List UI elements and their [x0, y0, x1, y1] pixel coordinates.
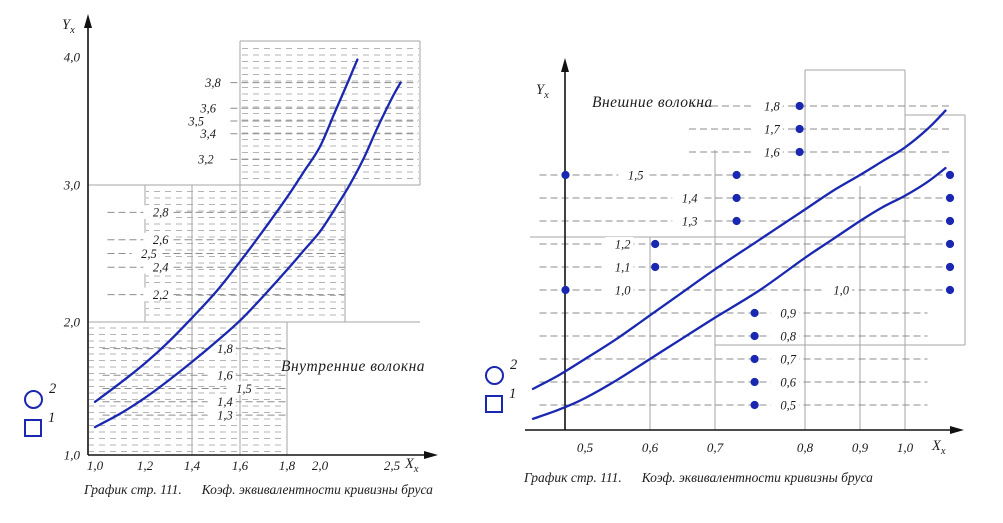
svg-text:3,2: 3,2	[197, 153, 214, 167]
chart-caption: График стр. 111. Коэф. эквивалентности кр…	[524, 470, 873, 486]
legend-item-curve-2: 2	[485, 357, 517, 388]
legend-label: 2	[49, 381, 57, 397]
svg-text:2,6: 2,6	[153, 233, 169, 247]
curves	[93, 58, 402, 429]
svg-text:0,8: 0,8	[780, 329, 796, 343]
svg-text:1,5: 1,5	[628, 168, 644, 182]
svg-text:2,2: 2,2	[153, 288, 169, 302]
tick-labels: 0,5 0,6 0,7 0,8 0,9 1,0	[577, 440, 914, 455]
curve-1	[531, 166, 947, 420]
point-markers	[561, 101, 955, 410]
chart-title: Внешние волокна	[592, 94, 713, 111]
svg-text:0,5: 0,5	[780, 398, 796, 412]
circle-marker-icon	[24, 390, 43, 409]
svg-text:1,3: 1,3	[682, 214, 698, 228]
svg-text:2,0: 2,0	[64, 314, 81, 329]
axes	[84, 14, 438, 459]
x-axis-label: Xx	[932, 438, 946, 457]
svg-text:3,5: 3,5	[187, 114, 204, 128]
axes	[525, 58, 964, 434]
legend-item-curve-1: 1	[24, 410, 56, 441]
svg-text:2,5: 2,5	[384, 458, 401, 473]
curve-2	[93, 58, 359, 403]
legend-label: 1	[48, 410, 56, 426]
svg-text:1,4: 1,4	[184, 458, 201, 473]
svg-text:1,1: 1,1	[615, 260, 631, 274]
level-labels: 3,8 3,63,53,4 3,2 2,8 2,62,52,4 2,2 1,8 1,61,51…	[131, 75, 255, 422]
chart-internal-fibers: 3,8 3,6 3,5 3,4 3,2 2,8 2,6 2,5 2,4 2,2 1,8 1,6 1,5 1…	[0, 0, 480, 523]
dashed-level-lines	[539, 105, 950, 406]
svg-text:0,5: 0,5	[577, 440, 594, 455]
svg-text:1,7: 1,7	[764, 122, 780, 136]
curves	[531, 109, 947, 420]
svg-text:0,6: 0,6	[642, 440, 659, 455]
svg-text:0,6: 0,6	[780, 375, 796, 389]
svg-text:2,0: 2,0	[312, 458, 329, 473]
svg-text:2,5: 2,5	[141, 247, 157, 261]
svg-text:1,2: 1,2	[615, 237, 631, 251]
svg-text:1,8: 1,8	[279, 458, 296, 473]
svg-text:2,4: 2,4	[153, 261, 169, 275]
svg-text:2,8: 2,8	[153, 206, 169, 220]
caption-reference: График стр. 111.	[84, 482, 182, 497]
svg-text:1,0: 1,0	[615, 283, 631, 297]
external-fibers-plot-canvas: 1,81,71,61,51,41,31,21,11,0 1,00,90,80,70…	[525, 58, 966, 455]
y-axis-label: Yx	[62, 17, 75, 36]
legend-label: 1	[509, 386, 517, 402]
legend-label: 2	[510, 357, 518, 373]
svg-text:0,7: 0,7	[780, 352, 796, 366]
svg-text:1,6: 1,6	[232, 458, 249, 473]
svg-text:1,6: 1,6	[764, 145, 780, 159]
svg-text:1,4: 1,4	[682, 191, 698, 205]
svg-text:3,4: 3,4	[199, 127, 216, 141]
svg-text:0,7: 0,7	[707, 440, 724, 455]
chart-caption: График стр. 111. Коэф. эквивалентности кр…	[84, 482, 433, 498]
svg-text:1,2: 1,2	[137, 458, 154, 473]
curve-1	[93, 81, 402, 429]
svg-text:1,5: 1,5	[236, 382, 252, 396]
solid-gridlines	[530, 69, 966, 430]
level-labels: 1,8 1,7 1,6 1,5 1,4 1,3 1,2 1,1 1,0 1,0 0,9 0,8 0,7 0…	[605, 99, 852, 412]
svg-text:1,4: 1,4	[217, 395, 233, 409]
svg-text:1,8: 1,8	[217, 342, 233, 356]
svg-text:1,0: 1,0	[833, 283, 849, 297]
tick-labels: 1,0 1,2 1,4 1,6 1,8 2,0 2,5 1,0 2,0 3,0 4,0	[63, 49, 401, 473]
svg-text:1,3: 1,3	[217, 408, 233, 422]
curve-2	[531, 109, 947, 391]
x-axis-label: Xx	[405, 456, 419, 475]
legend: 2 1	[24, 381, 56, 448]
chart-external-fibers: 1,8 1,7 1,6 1,5 1,4 1,3 1,2 1,1 1,0 1,0 0,9 0,8 0,7 0…	[480, 0, 1003, 523]
svg-text:3,0: 3,0	[63, 177, 81, 192]
square-marker-icon	[485, 395, 503, 413]
legend: 2 1	[485, 357, 517, 424]
svg-text:3,8: 3,8	[204, 76, 221, 90]
chart-title: Внутренние волокна	[281, 358, 426, 375]
legend-item-curve-1: 1	[485, 386, 517, 417]
y-axis-label: Yx	[536, 82, 549, 101]
svg-text:1,0: 1,0	[897, 440, 914, 455]
svg-text:3,6: 3,6	[199, 102, 216, 116]
svg-text:0,9: 0,9	[852, 440, 869, 455]
caption-text: Коэф. эквивалентности кривизны бруса	[201, 482, 433, 497]
caption-reference: График стр. 111.	[524, 470, 622, 485]
svg-text:0,9: 0,9	[780, 306, 796, 320]
caption-text: Коэф. эквивалентности кривизны бруса	[641, 470, 873, 485]
circle-marker-icon	[485, 366, 504, 385]
svg-text:4,0: 4,0	[64, 49, 81, 64]
svg-text:1,0: 1,0	[87, 458, 104, 473]
legend-item-curve-2: 2	[24, 381, 56, 412]
svg-text:1,6: 1,6	[217, 369, 233, 383]
svg-text:0,8: 0,8	[797, 440, 814, 455]
svg-text:1,0: 1,0	[64, 447, 81, 462]
internal-fibers-plot-canvas: 3,83,63,53,43,22,82,62,52,42,21,81,61,51…	[63, 14, 438, 473]
square-marker-icon	[24, 419, 42, 437]
svg-text:1,8: 1,8	[764, 99, 780, 113]
